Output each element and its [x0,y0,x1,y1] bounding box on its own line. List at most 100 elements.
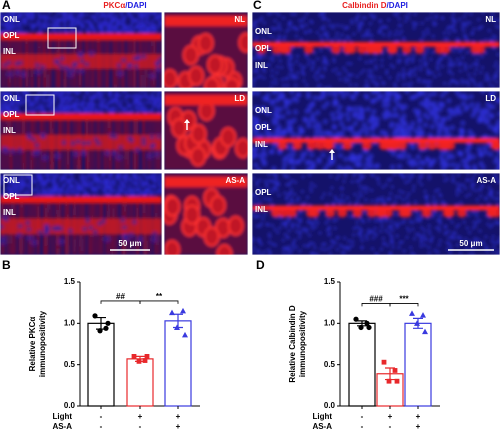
cell [17,147,23,153]
nucleus [401,67,406,72]
nucleus [488,83,492,87]
cell [3,216,9,222]
nucleus [357,29,361,33]
nucleus [102,21,106,26]
nucleus [271,165,277,170]
cell [95,140,101,146]
nucleus [9,177,13,182]
nucleus [437,213,442,217]
nucleus [277,25,281,29]
nucleus [472,220,476,224]
nucleus [491,235,495,239]
cell [79,58,85,64]
nucleus [459,201,463,205]
nucleus [413,12,417,16]
nucleus [70,22,75,27]
nucleus [334,36,338,40]
nucleus [369,39,373,43]
micrograph-blur [164,91,248,170]
nucleus [126,104,130,109]
nucleus [439,160,446,167]
nucleus [322,56,327,60]
nucleus [0,109,2,113]
nucleus [414,66,418,70]
nucleus [31,12,35,15]
nucleus [256,75,260,79]
nucleus [320,37,324,42]
nucleus [398,58,402,62]
nucleus [309,19,313,23]
nucleus [412,184,416,188]
nucleus [469,12,473,16]
nucleus [359,20,364,25]
nucleus [252,47,254,51]
cell [45,227,51,233]
nucleus [350,21,354,25]
horizontal-cell [342,141,353,150]
nucleus [157,189,162,194]
nucleus [67,189,72,194]
nucleus [366,118,373,124]
cell [92,229,98,235]
nucleus [445,177,450,181]
nucleus [442,31,446,35]
nucleus [356,199,360,204]
nucleus [295,75,300,80]
nucleus [262,250,267,254]
nucleus [121,17,125,21]
nucleus [56,173,60,175]
nucleus [373,226,377,230]
nucleus [463,163,470,170]
nucleus [452,49,456,53]
nucleus [297,225,301,229]
nucleus [455,182,459,186]
nucleus [65,191,69,195]
nucleus [107,24,111,28]
nucleus [301,175,305,179]
nucleus [404,19,408,23]
nucleus [271,35,275,39]
nucleus [355,74,359,79]
nucleus [295,59,299,63]
nucleus [140,177,144,182]
nucleus [347,78,351,82]
nucleus [354,20,359,24]
nucleus [404,58,408,63]
bar [164,320,192,407]
nucleus [304,108,310,115]
nucleus [407,192,411,196]
nucleus [14,190,18,194]
nucleus [259,242,263,246]
micrograph-content [164,12,248,88]
nucleus [377,182,381,186]
horizontal-cell [417,141,428,150]
nucleus [276,94,282,101]
nucleus [460,158,467,164]
nucleus [334,218,339,222]
cell [128,232,134,238]
nucleus [450,72,455,76]
nucleus [9,91,13,96]
condition-label: NL [485,15,496,24]
nucleus [37,14,42,18]
nucleus [330,239,334,243]
nucleus [14,108,18,112]
nucleus [252,236,254,240]
nucleus [314,217,318,221]
nucleus [417,77,421,81]
nucleus [340,193,344,197]
nucleus [337,91,343,95]
nucleus [477,17,481,22]
nucleus [313,252,317,255]
nucleus [389,63,393,67]
nucleus [278,34,282,39]
nucleus [367,218,371,223]
nucleus [153,185,157,190]
nucleus [446,114,452,121]
nucleus [458,17,462,21]
nucleus [283,98,289,105]
data-point [92,313,98,319]
nucleus [51,99,55,104]
nucleus [335,176,339,181]
nucleus [437,61,441,65]
